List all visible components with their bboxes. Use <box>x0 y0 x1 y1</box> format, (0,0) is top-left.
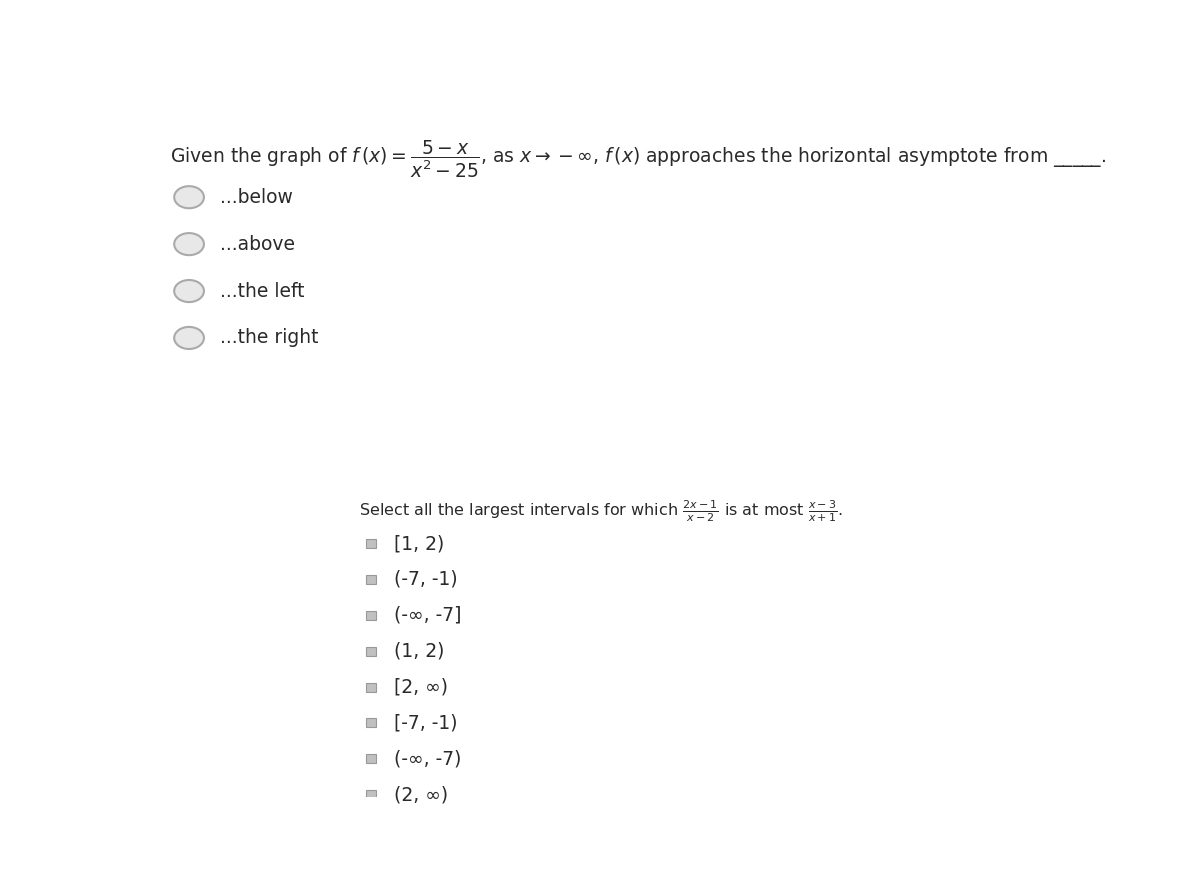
Circle shape <box>174 280 204 302</box>
Text: Given the graph of $f\,(x) = \dfrac{5-x}{x^2-25}$, as $x \to -\infty$, $f\,(x)$ : Given the graph of $f\,(x) = \dfrac{5-x}… <box>170 139 1106 180</box>
Text: [-7, -1): [-7, -1) <box>394 713 457 732</box>
Text: (2, ∞): (2, ∞) <box>394 785 448 805</box>
Bar <box>366 719 377 728</box>
Text: ...the left: ...the left <box>220 281 305 300</box>
Circle shape <box>174 186 204 208</box>
Bar <box>366 575 377 584</box>
Text: (-∞, -7]: (-∞, -7] <box>394 606 461 625</box>
Text: ...below: ...below <box>220 187 293 207</box>
Text: [1, 2): [1, 2) <box>394 534 444 553</box>
Text: (1, 2): (1, 2) <box>394 642 444 660</box>
Text: Select all the largest intervals for which $\frac{2x-1}{x-2}$ is at most $\frac{: Select all the largest intervals for whi… <box>359 498 844 524</box>
Bar <box>366 539 377 548</box>
Circle shape <box>174 327 204 349</box>
Bar <box>366 611 377 620</box>
Text: ...the right: ...the right <box>220 329 318 348</box>
Bar <box>366 683 377 692</box>
Text: (-7, -1): (-7, -1) <box>394 570 457 589</box>
Circle shape <box>174 233 204 255</box>
Text: (-∞, -7): (-∞, -7) <box>394 749 461 768</box>
Bar <box>366 790 377 799</box>
Bar <box>366 647 377 656</box>
Bar <box>366 754 377 763</box>
Text: [2, ∞): [2, ∞) <box>394 677 448 696</box>
Text: ...above: ...above <box>220 235 295 254</box>
